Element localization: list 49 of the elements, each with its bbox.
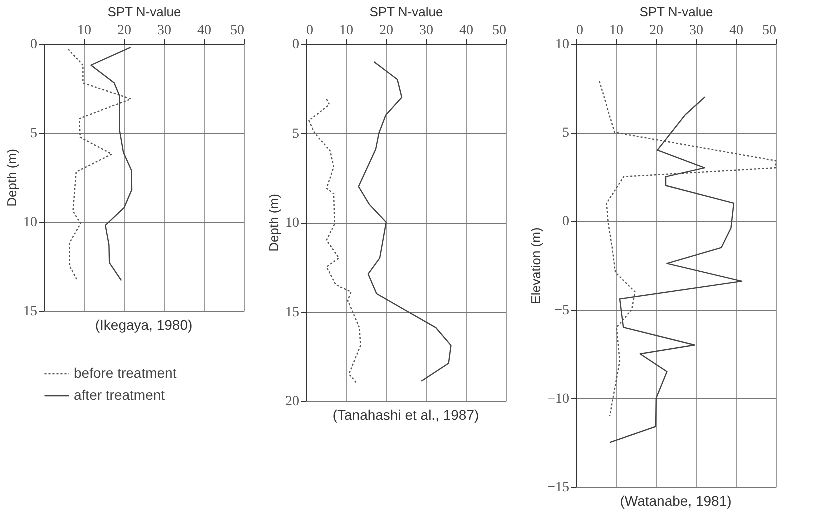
y-tick-label: 0 [292, 38, 300, 52]
y-tick-label: 10 [286, 216, 300, 231]
line-series [90, 46, 133, 282]
x-tick-label: 40 [460, 24, 474, 38]
x-axis-title: SPT N-value [108, 4, 182, 20]
x-tick-label: 10 [78, 24, 92, 38]
y-tick-label: 15 [24, 304, 38, 320]
x-tick-label: 30 [420, 24, 434, 38]
y-tick-label: 0 [562, 214, 570, 230]
y-tick-label: 0 [30, 38, 38, 52]
x-tick-label: 10 [610, 24, 624, 38]
x-tick-label: 50 [492, 24, 506, 38]
x-axis-title: SPT N-value [640, 4, 714, 20]
text: (Tanahashi et al., 1987) [332, 407, 480, 423]
text: (Watanabe, 1981) [620, 493, 732, 509]
x-tick-label: 40 [730, 24, 744, 38]
y-tick-label: 20 [286, 394, 300, 410]
x-tick-label: 0 [306, 24, 314, 38]
x-axis-title: SPT N-value [370, 4, 444, 20]
line-series [68, 48, 132, 282]
x-tick-label: 10 [340, 24, 354, 38]
line-series [308, 98, 362, 384]
x-tick-label: 50 [230, 24, 244, 38]
y-tick-label: 15 [286, 305, 300, 320]
y-axis-title: Depth (m) [266, 194, 282, 252]
y-tick-label: −15 [548, 480, 570, 496]
y-tick-label: −5 [554, 303, 570, 318]
y-tick-label: 10 [556, 38, 570, 52]
x-tick-label: 0 [576, 24, 584, 38]
line-series [599, 80, 777, 417]
x-tick-label: 40 [198, 24, 212, 38]
y-tick-label: 10 [24, 216, 38, 230]
legend-label: before treatment [74, 365, 177, 381]
y-tick-label: 5 [30, 126, 38, 142]
line-series [609, 96, 743, 444]
x-tick-label: 20 [118, 24, 132, 38]
y-tick-label: 5 [562, 126, 570, 142]
x-tick-label: 20 [380, 24, 394, 38]
y-axis-title: Elevation (m) [528, 228, 544, 304]
text: (Ikegaya, 1980) [95, 317, 193, 333]
x-tick-label: 50 [762, 24, 776, 38]
x-tick-label: 30 [158, 24, 172, 38]
x-tick-label: 30 [690, 24, 704, 38]
y-axis-title: Depth (m) [4, 149, 20, 207]
x-tick-label: 20 [650, 24, 664, 38]
line-series [358, 61, 452, 382]
y-tick-label: −10 [548, 392, 570, 407]
y-tick-label: 5 [292, 126, 300, 142]
legend-label: after treatment [74, 387, 166, 403]
